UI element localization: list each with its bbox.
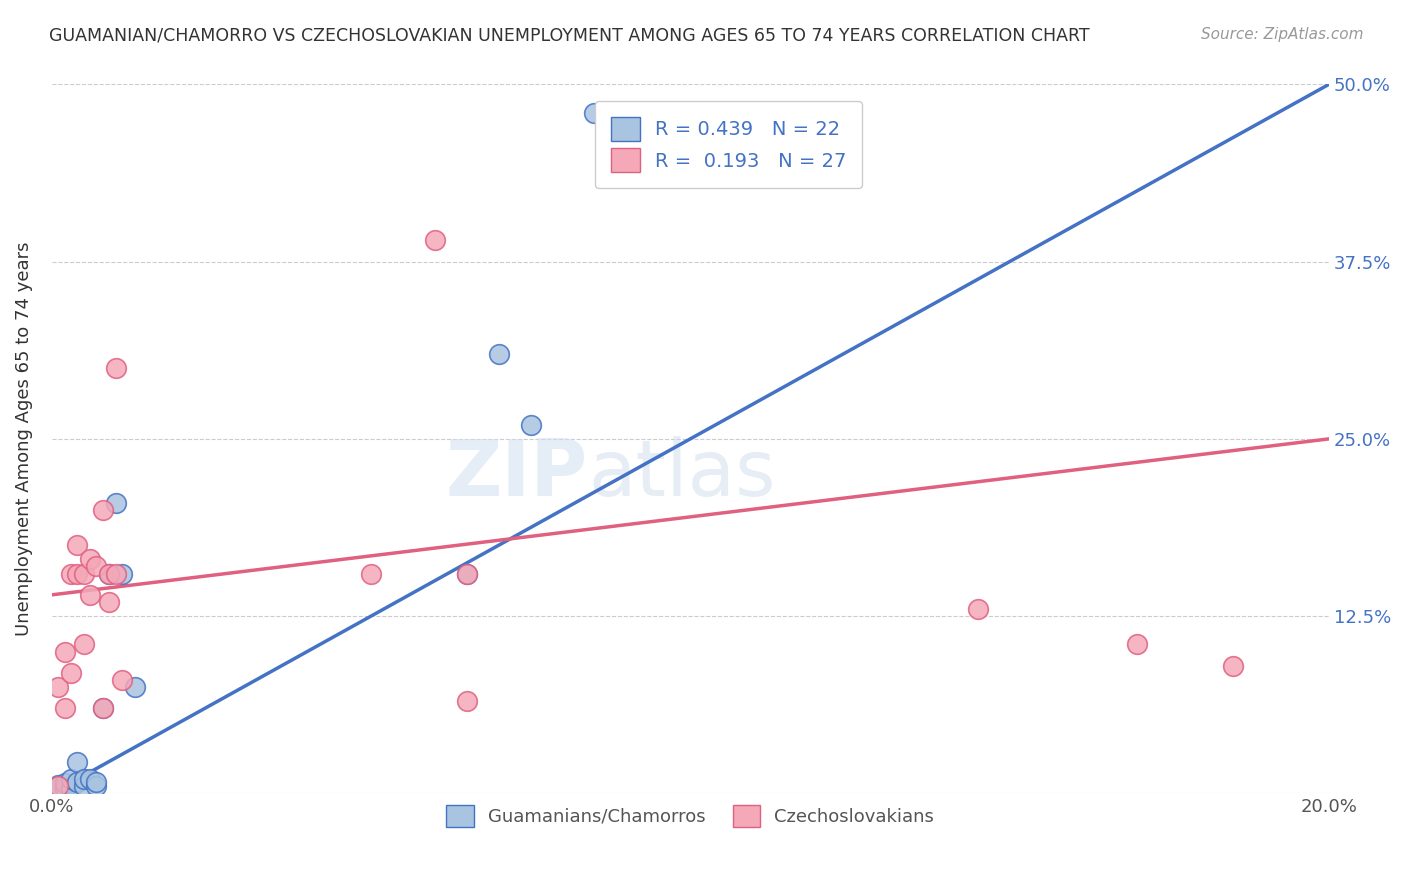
Point: [59, 772, 82, 787]
Point: [519, 417, 541, 432]
Point: [59, 566, 82, 581]
Point: [583, 105, 606, 120]
Point: [91, 701, 114, 715]
Point: [456, 694, 478, 708]
Point: [66, 775, 89, 789]
Point: [86, 779, 108, 793]
Point: [73, 638, 96, 652]
Point: [456, 566, 478, 581]
Point: [86, 775, 108, 789]
Point: [53, 701, 76, 715]
Point: [98, 566, 121, 581]
Point: [53, 644, 76, 658]
Text: GUAMANIAN/CHAMORRO VS CZECHOSLOVAKIAN UNEMPLOYMENT AMONG AGES 65 TO 74 YEARS COR: GUAMANIAN/CHAMORRO VS CZECHOSLOVAKIAN UN…: [49, 27, 1090, 45]
Y-axis label: Unemployment Among Ages 65 to 74 years: Unemployment Among Ages 65 to 74 years: [15, 242, 32, 636]
Point: [111, 566, 134, 581]
Point: [98, 566, 121, 581]
Point: [104, 566, 127, 581]
Text: ZIP: ZIP: [446, 436, 588, 512]
Legend: Guamanians/Chamorros, Czechoslovakians: Guamanians/Chamorros, Czechoslovakians: [439, 797, 941, 834]
Point: [66, 566, 89, 581]
Text: atlas: atlas: [588, 436, 776, 512]
Point: [111, 673, 134, 687]
Point: [46, 782, 69, 797]
Point: [423, 234, 446, 248]
Point: [59, 780, 82, 795]
Point: [966, 602, 988, 616]
Point: [360, 566, 382, 581]
Point: [98, 595, 121, 609]
Point: [46, 680, 69, 694]
Point: [79, 588, 101, 602]
Point: [73, 772, 96, 787]
Point: [86, 559, 108, 574]
Text: Source: ZipAtlas.com: Source: ZipAtlas.com: [1201, 27, 1364, 42]
Point: [53, 780, 76, 795]
Point: [53, 776, 76, 790]
Point: [1222, 658, 1244, 673]
Point: [104, 361, 127, 376]
Point: [124, 680, 146, 694]
Point: [91, 503, 114, 517]
Point: [73, 779, 96, 793]
Point: [79, 552, 101, 566]
Point: [79, 772, 101, 787]
Point: [66, 755, 89, 769]
Point: [59, 665, 82, 680]
Point: [66, 538, 89, 552]
Point: [73, 566, 96, 581]
Point: [46, 778, 69, 792]
Point: [46, 779, 69, 793]
Point: [1126, 638, 1149, 652]
Point: [104, 496, 127, 510]
Point: [91, 701, 114, 715]
Point: [456, 566, 478, 581]
Point: [488, 347, 510, 361]
